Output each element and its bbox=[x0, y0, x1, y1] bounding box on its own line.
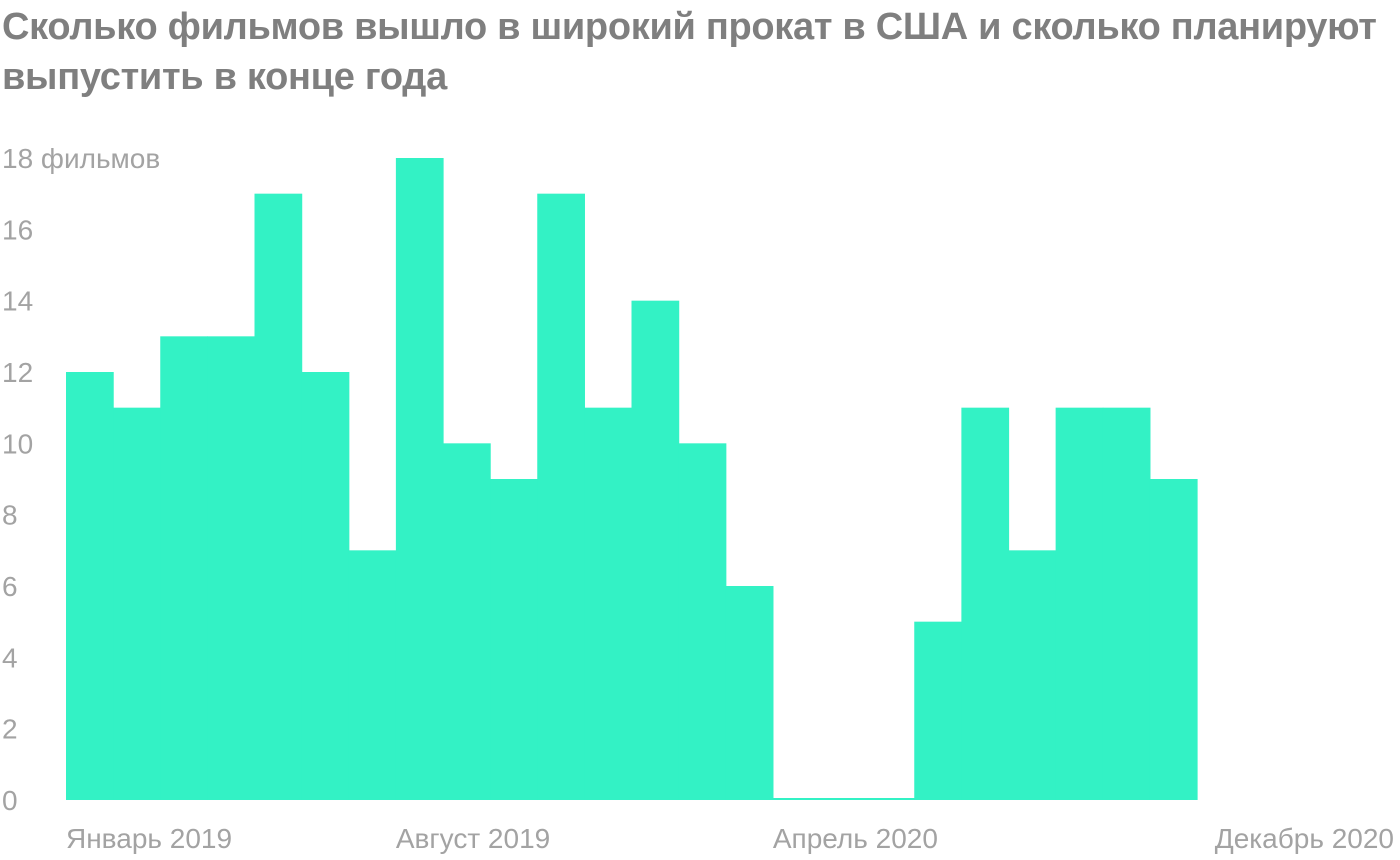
bar-13 bbox=[631, 300, 680, 800]
bar-19 bbox=[914, 621, 962, 800]
y-tick-label: 10 bbox=[2, 428, 33, 459]
x-axis-ticks: Январь 2019 Август 2019 Апрель 2020 Декабрь… bbox=[66, 823, 1394, 854]
bar-18 bbox=[867, 798, 915, 800]
bar-23 bbox=[1102, 407, 1151, 800]
y-tick-label: 16 bbox=[2, 214, 33, 245]
bar-8 bbox=[395, 158, 444, 800]
x-tick-label: Декабрь 2020 bbox=[1215, 823, 1394, 854]
bar-20 bbox=[961, 407, 1010, 800]
y-tick-label: 4 bbox=[2, 642, 18, 673]
bar-6 bbox=[301, 372, 350, 800]
y-tick-label: 2 bbox=[2, 714, 18, 745]
x-tick-label: Август 2019 bbox=[396, 823, 550, 854]
bar-7 bbox=[348, 550, 397, 800]
x-tick-label: Апрель 2020 bbox=[773, 823, 938, 854]
bar-16 bbox=[772, 798, 821, 800]
y-tick-label: 14 bbox=[2, 286, 33, 317]
x-tick-label: Январь 2019 bbox=[66, 823, 232, 854]
bar-4 bbox=[207, 336, 256, 800]
bar-17 bbox=[820, 798, 868, 800]
bar-21 bbox=[1008, 550, 1057, 800]
y-tick-label: 8 bbox=[2, 500, 18, 531]
bars-group bbox=[66, 158, 1198, 801]
chart-title: Сколько фильмов вышло в широкий прокат в… bbox=[2, 6, 1377, 98]
bar-2 bbox=[113, 407, 161, 800]
y-axis-ticks: 0 2 4 6 8 10 12 14 16 18 фильмов bbox=[2, 143, 160, 816]
bar-9 bbox=[443, 443, 491, 800]
bar-24 bbox=[1149, 479, 1198, 800]
bar-11 bbox=[537, 193, 585, 801]
bar-14 bbox=[678, 443, 727, 800]
y-tick-label: 6 bbox=[2, 571, 18, 602]
bar-12 bbox=[584, 407, 633, 800]
bar-22 bbox=[1055, 407, 1104, 800]
bar-1 bbox=[66, 372, 114, 800]
y-tick-label: 0 bbox=[2, 785, 18, 816]
y-tick-label: 18 фильмов bbox=[2, 143, 160, 174]
y-tick-label: 12 bbox=[2, 357, 33, 388]
bar-10 bbox=[490, 479, 538, 800]
bar-15 bbox=[725, 586, 774, 800]
bar-3 bbox=[160, 336, 208, 800]
bar-5 bbox=[254, 193, 303, 801]
